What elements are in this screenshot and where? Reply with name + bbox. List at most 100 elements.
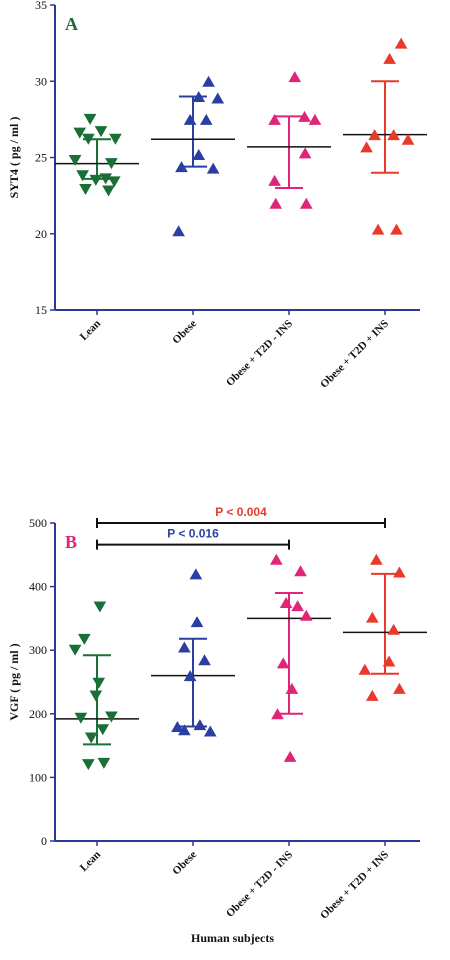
data-point	[298, 110, 311, 122]
data-point	[105, 158, 118, 170]
data-point	[298, 147, 312, 159]
y-tick-label: 300	[29, 643, 47, 657]
data-point	[299, 197, 313, 209]
series-obese-t2d-ins	[343, 37, 427, 235]
series-obese	[151, 568, 235, 737]
data-point	[105, 711, 118, 723]
data-point	[192, 91, 206, 102]
x-tick-label: Obese + T2D - INS	[224, 849, 295, 920]
data-point	[202, 75, 215, 87]
data-point	[78, 633, 91, 645]
data-point	[203, 725, 217, 737]
data-point	[107, 176, 121, 188]
y-axis-label: VGF ( pg / ml )	[7, 643, 21, 720]
data-point	[94, 126, 108, 138]
data-point	[401, 133, 415, 145]
data-point	[285, 682, 299, 694]
series-lean	[55, 601, 139, 771]
data-point	[390, 223, 403, 235]
significance-bracket: P < 0.016	[96, 527, 290, 550]
x-tick-label: Obese	[170, 318, 199, 347]
data-point	[83, 113, 97, 125]
data-point	[387, 129, 400, 141]
data-point	[268, 174, 281, 186]
data-point	[366, 689, 379, 701]
data-point	[79, 184, 92, 196]
data-point	[283, 750, 297, 762]
data-point	[68, 155, 82, 167]
x-tick-label: Lean	[78, 318, 103, 343]
data-point	[93, 601, 107, 613]
data-point	[74, 712, 88, 724]
chart-panel-b: 0 100 200 300 400 500 Lean Obese Obese + T2D - I…	[7, 505, 427, 945]
data-point	[84, 732, 98, 744]
data-point	[366, 611, 379, 623]
data-point	[271, 708, 284, 720]
data-point	[276, 657, 290, 669]
y-tick-label: 400	[29, 580, 47, 594]
data-point	[211, 92, 225, 104]
data-point	[393, 566, 406, 578]
data-point	[370, 553, 383, 565]
data-point	[183, 670, 197, 682]
data-point	[368, 129, 381, 141]
data-point	[291, 600, 304, 612]
data-point	[360, 141, 373, 153]
data-point	[68, 644, 82, 656]
x-tick-label: Obese + T2D - INS	[224, 318, 295, 389]
y-axis-label: SYT4 ( pg / ml )	[7, 117, 21, 199]
data-point	[393, 682, 406, 694]
y-tick-label: 20	[35, 227, 47, 241]
data-point	[192, 148, 206, 160]
data-point	[109, 133, 122, 145]
data-point	[193, 719, 207, 731]
data-point	[308, 113, 322, 125]
data-point	[89, 174, 103, 186]
y-tick-label: 0	[41, 834, 47, 848]
data-point	[172, 225, 185, 237]
y-tick-label: 25	[35, 151, 47, 165]
panel-label: A	[65, 14, 78, 34]
data-point	[268, 113, 281, 125]
x-tick-label: Obese + T2D + INS	[318, 849, 391, 922]
series-obese-t2d-ins	[343, 553, 427, 701]
data-point	[383, 52, 396, 64]
y-tick-label: 200	[29, 707, 47, 721]
data-point	[82, 133, 95, 145]
data-point	[279, 597, 293, 608]
data-point	[96, 724, 110, 736]
chart-panel-a: 15 20 25 30 35 Lean Obese Obese + T2D - INS Obes…	[7, 0, 427, 391]
data-point	[76, 170, 89, 182]
data-point	[97, 757, 111, 769]
series-obese	[151, 75, 235, 237]
data-point	[178, 724, 191, 736]
data-point	[206, 162, 220, 174]
data-point	[371, 223, 385, 235]
data-point	[269, 197, 283, 209]
data-point	[299, 609, 313, 621]
data-point	[175, 161, 188, 173]
series-obese-t2d-ins	[247, 553, 331, 762]
x-tick-label: Obese + T2D + INS	[318, 318, 391, 391]
y-tick-label: 500	[29, 516, 47, 530]
data-point	[358, 663, 372, 675]
x-tick-label: Obese	[170, 849, 199, 878]
data-point	[102, 185, 115, 197]
data-point	[382, 655, 396, 667]
data-point	[189, 568, 203, 580]
data-point	[171, 721, 184, 733]
data-point	[394, 37, 408, 49]
data-point	[73, 127, 87, 139]
data-point	[288, 71, 302, 83]
y-tick-label: 15	[35, 303, 47, 317]
significance-label: P < 0.004	[215, 505, 267, 519]
x-tick-label: Lean	[78, 849, 103, 874]
data-point	[199, 113, 213, 125]
series-lean	[55, 113, 139, 197]
data-point	[99, 173, 112, 185]
y-tick-label: 100	[29, 770, 47, 784]
significance-label: P < 0.016	[167, 527, 219, 541]
data-point	[92, 677, 106, 689]
data-point	[198, 654, 211, 666]
